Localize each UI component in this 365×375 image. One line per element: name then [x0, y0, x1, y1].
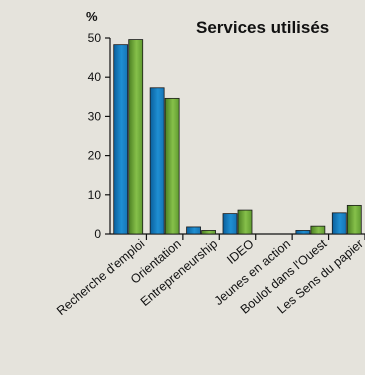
y-axis-unit: %	[86, 9, 98, 24]
bar-blue-0	[113, 44, 129, 235]
y-tick-label: 40	[88, 70, 102, 84]
bar-blue-3	[222, 213, 238, 235]
bar-green-2	[201, 230, 216, 235]
bar-green-1	[164, 97, 180, 235]
bar-green-6	[346, 204, 362, 235]
bars	[113, 39, 362, 235]
bar-blue-6	[331, 212, 347, 235]
chart-title: Services utilisés	[196, 18, 329, 37]
bar-blue-1	[149, 87, 165, 235]
bar-green-0	[128, 39, 144, 235]
y-tick-label: 30	[88, 109, 102, 123]
x-tick-labels: Recherche d'emploiOrientationEntrepreneu…	[54, 236, 365, 318]
y-tick-label: 0	[94, 227, 101, 241]
bar-green-5	[310, 225, 326, 235]
y-tick-label: 50	[88, 31, 102, 45]
bar-blue-5	[295, 230, 311, 235]
bar-green-3	[237, 209, 253, 235]
bar-blue-2	[186, 226, 201, 235]
y-tick-label: 10	[88, 188, 102, 202]
y-tick-label: 20	[88, 149, 102, 163]
